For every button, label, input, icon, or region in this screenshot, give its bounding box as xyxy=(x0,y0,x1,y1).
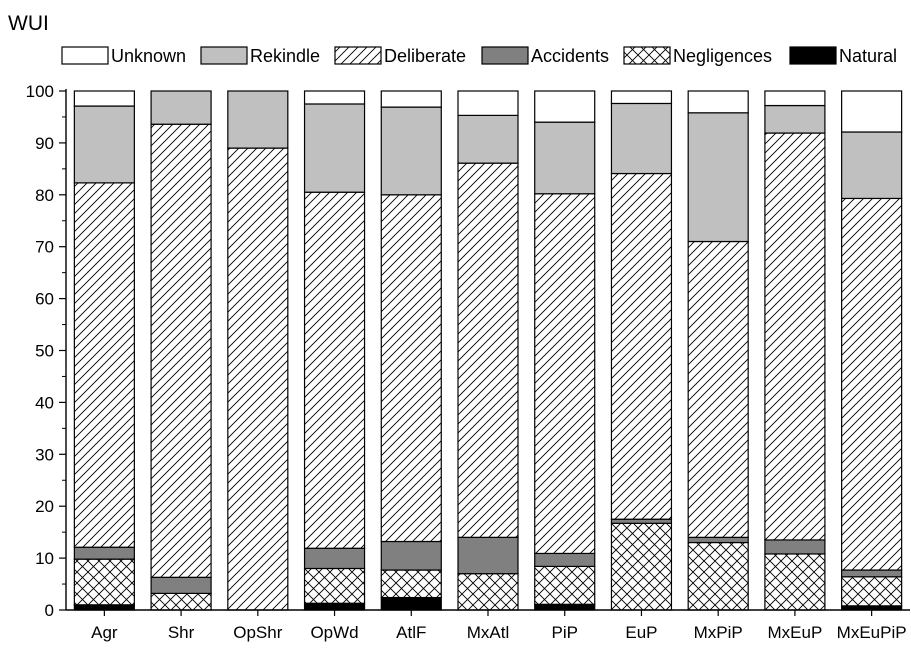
bar-segment-unknown-eup xyxy=(610,90,673,105)
bar-segment-negligences-mxeupip xyxy=(841,576,903,607)
x-tick-label: EuP xyxy=(625,623,657,642)
legend-label-rekindle: Rekindle xyxy=(250,46,320,66)
bar-segment-deliberate-opwd xyxy=(303,191,366,549)
bar-segment-deliberate-mxeup xyxy=(764,132,826,541)
y-tick-label: 10 xyxy=(35,549,54,568)
bar-segment-unknown-mxeup xyxy=(764,90,826,107)
y-tick-label: 80 xyxy=(35,186,54,205)
legend-label-unknown: Unknown xyxy=(111,46,186,66)
y-tick-label: 50 xyxy=(35,342,54,361)
legend-label-natural: Natural xyxy=(839,46,897,66)
chart-title: WUI xyxy=(8,12,49,35)
bar-segment-deliberate-agr xyxy=(73,182,135,548)
legend-swatch-unknown xyxy=(61,46,109,65)
bar-segment-negligences-atlf xyxy=(380,569,442,599)
bar-segment-unknown-agr xyxy=(73,90,135,107)
bar-segment-rekindle-atlf xyxy=(380,106,442,196)
legend-label-accidents: Accidents xyxy=(531,46,609,66)
bar-segment-unknown-mxeupip xyxy=(841,90,903,133)
legend-swatch-deliberate xyxy=(334,46,382,65)
bar-segment-unknown-atlf xyxy=(380,90,442,108)
legend-swatch-negligences xyxy=(623,46,671,65)
bar-segment-deliberate-atlf xyxy=(380,194,442,543)
bar-segment-rekindle-opshr xyxy=(227,90,289,149)
bar-segment-rekindle-mxpip xyxy=(687,112,749,243)
x-tick-label: Shr xyxy=(168,623,195,642)
bar-segment-deliberate-pip xyxy=(534,193,596,555)
bar-segment-accidents-mxeupip xyxy=(841,569,903,578)
bar-segment-deliberate-mxatl xyxy=(457,162,519,538)
bar-segment-negligences-mxeup xyxy=(764,553,826,611)
bar-segment-rekindle-shr xyxy=(150,90,212,125)
x-tick-label: MxPiP xyxy=(694,623,743,642)
bar-segment-natural-opwd xyxy=(303,602,366,611)
bar-segment-rekindle-eup xyxy=(610,102,673,175)
bar-segment-deliberate-mxpip xyxy=(687,240,749,538)
y-tick-label: 30 xyxy=(35,445,54,464)
legend-label-negligences: Negligences xyxy=(673,46,772,66)
bar-segment-unknown-pip xyxy=(534,90,596,123)
bar-segment-accidents-shr xyxy=(150,576,212,594)
bar-segment-natural-agr xyxy=(73,604,135,611)
legend-swatch-rekindle xyxy=(200,46,248,65)
axes: Agr Shr OpShr OpWd AtlF MxAtl PiP EuP MxPiP MxEuP… xyxy=(26,82,910,642)
bar-segment-deliberate-mxeupip xyxy=(841,197,903,571)
bar-segment-unknown-mxatl xyxy=(457,90,519,116)
x-tick-label: PiP xyxy=(551,623,577,642)
y-tick-label: 90 xyxy=(35,134,54,153)
x-tick-label: OpWd xyxy=(310,623,358,642)
bar-segment-negligences-shr xyxy=(150,592,212,611)
y-tick-label: 0 xyxy=(45,601,54,620)
bar-segment-rekindle-mxatl xyxy=(457,114,519,164)
bar-segment-negligences-opwd xyxy=(303,567,366,604)
bar-segment-unknown-mxpip xyxy=(687,90,749,114)
bar-segment-negligences-eup xyxy=(610,522,673,611)
bar-segment-negligences-agr xyxy=(73,558,135,606)
bar-segment-unknown-opwd xyxy=(303,90,366,105)
y-tick-label: 20 xyxy=(35,497,54,516)
legend-label-deliberate: Deliberate xyxy=(384,46,466,66)
x-tick-label: Agr xyxy=(91,623,118,642)
x-tick-label: AtlF xyxy=(396,623,426,642)
bar-segment-negligences-mxatl xyxy=(457,573,519,611)
x-tick-label: MxEuP xyxy=(768,623,823,642)
legend-swatch-accidents xyxy=(481,46,529,65)
y-tick-label: 100 xyxy=(26,82,54,101)
legend-swatch-natural xyxy=(789,46,837,65)
bar-segment-accidents-agr xyxy=(73,546,135,560)
bar-segment-accidents-atlf xyxy=(380,540,442,571)
bar-segment-negligences-mxpip xyxy=(687,541,749,611)
legend: Unknown Rekindle Deliberate Accidents Neglig… xyxy=(61,46,897,66)
bar-segment-rekindle-pip xyxy=(534,121,596,195)
y-tick-label: 40 xyxy=(35,393,54,412)
bar-segment-rekindle-opwd xyxy=(303,103,366,193)
bar-segment-rekindle-mxeupip xyxy=(841,131,903,200)
y-tick-label: 60 xyxy=(35,290,54,309)
bar-segment-accidents-mxpip xyxy=(687,536,749,544)
y-tick-label: 70 xyxy=(35,238,54,257)
x-tick-label: OpShr xyxy=(233,623,282,642)
bar-segment-natural-atlf xyxy=(380,596,442,611)
bar-segment-deliberate-opshr xyxy=(227,147,289,611)
bars xyxy=(73,90,903,611)
bar-segment-accidents-mxeup xyxy=(764,539,826,555)
bar-segment-deliberate-shr xyxy=(150,123,212,578)
bar-segment-deliberate-eup xyxy=(610,172,673,520)
bar-segment-rekindle-mxeup xyxy=(764,104,826,134)
bar-segment-negligences-pip xyxy=(534,565,596,605)
bar-segment-accidents-pip xyxy=(534,552,596,568)
bar-segment-accidents-mxatl xyxy=(457,536,519,575)
x-tick-label: MxAtl xyxy=(467,623,510,642)
bar-segment-rekindle-agr xyxy=(73,105,135,184)
bar-segment-accidents-opwd xyxy=(303,547,366,570)
bar-segment-accidents-eup xyxy=(610,518,673,524)
x-tick-label: MxEuPiP xyxy=(837,623,907,642)
bar-segment-natural-pip xyxy=(534,603,596,611)
